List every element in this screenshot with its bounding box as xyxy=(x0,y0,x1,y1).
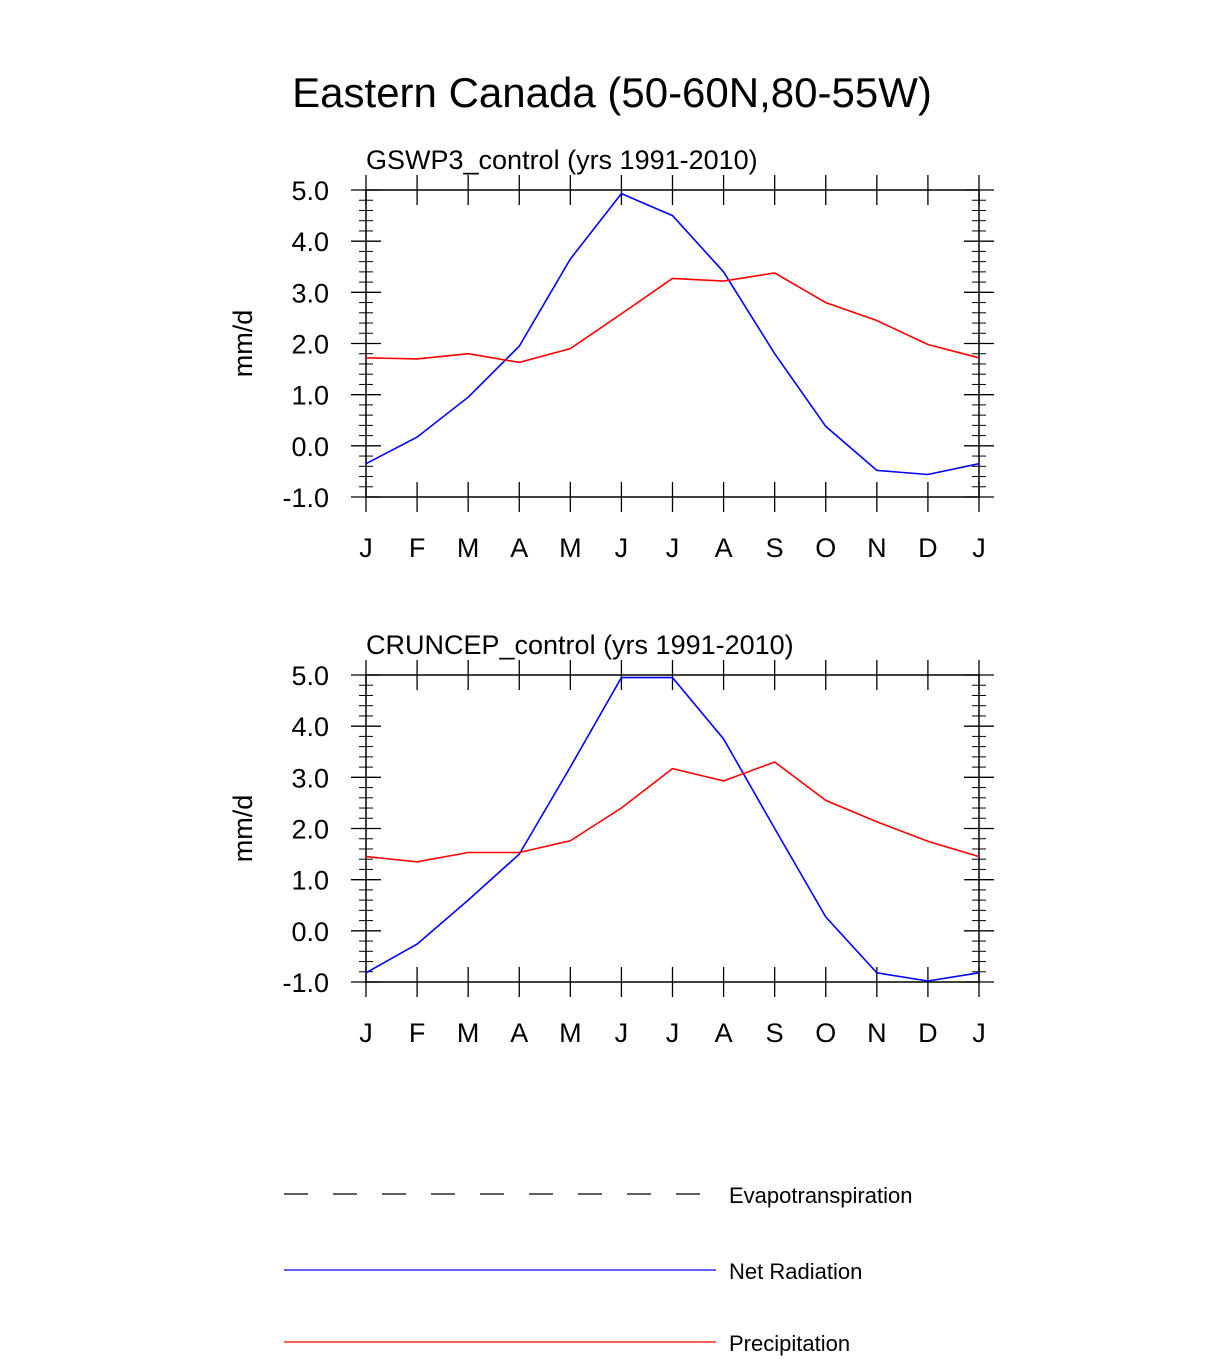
x-tick-label: J xyxy=(666,533,680,563)
y-tick-label: 4.0 xyxy=(291,712,329,742)
x-tick-label: F xyxy=(409,1018,426,1048)
x-tick-label: J xyxy=(359,533,373,563)
legend-label: Net Radiation xyxy=(729,1259,862,1284)
x-tick-label: A xyxy=(510,1018,528,1048)
x-tick-label: N xyxy=(867,533,887,563)
y-tick-label: 3.0 xyxy=(291,763,329,793)
y-tick-label: 5.0 xyxy=(291,661,329,691)
x-tick-label: J xyxy=(615,533,629,563)
x-tick-label: D xyxy=(918,1018,938,1048)
x-tick-label: M xyxy=(559,533,582,563)
chart-subtitle: CRUNCEP_control (yrs 1991-2010) xyxy=(366,630,794,660)
plot-frame xyxy=(365,674,980,983)
x-tick-label: S xyxy=(766,533,784,563)
y-axis-label: mm/d xyxy=(228,310,258,378)
y-tick-label: -1.0 xyxy=(282,483,329,513)
chart-panel-1: GSWP3_control (yrs 1991-2010) -1.0 0.0 1.0 2… xyxy=(228,145,994,563)
y-tick-label: 1.0 xyxy=(291,381,329,411)
x-tick-label: J xyxy=(666,1018,680,1048)
x-tick-label: J xyxy=(972,533,986,563)
legend: Evapotranspiration Net Radiation Precipita… xyxy=(284,1183,912,1356)
series-line-precipitation xyxy=(365,761,980,863)
chart-subtitle: GSWP3_control (yrs 1991-2010) xyxy=(366,145,758,175)
y-tick-label: 0.0 xyxy=(291,917,329,947)
x-tick-label: A xyxy=(510,533,528,563)
x-tick-label: M xyxy=(457,1018,480,1048)
x-tick-label: J xyxy=(972,1018,986,1048)
y-tick-label: -1.0 xyxy=(282,968,329,998)
x-tick-label: D xyxy=(918,533,938,563)
x-tick-label: A xyxy=(715,1018,733,1048)
y-tick-label: 3.0 xyxy=(291,278,329,308)
y-tick-label: 2.0 xyxy=(291,815,329,845)
x-tick-label: J xyxy=(359,1018,373,1048)
y-axis-label: mm/d xyxy=(228,795,258,863)
x-tick-label: F xyxy=(409,533,426,563)
y-tick-label: 2.0 xyxy=(291,330,329,360)
x-tick-label: O xyxy=(815,533,836,563)
legend-label: Evapotranspiration xyxy=(729,1183,912,1208)
x-tick-label: M xyxy=(559,1018,582,1048)
x-tick-label: A xyxy=(715,533,733,563)
x-tick-label: S xyxy=(766,1018,784,1048)
series-line-net-radiation xyxy=(365,676,980,982)
legend-item-evapotranspiration: Evapotranspiration xyxy=(284,1183,912,1208)
legend-label: Precipitation xyxy=(729,1331,850,1356)
y-axis: -1.0 0.0 1.0 2.0 3.0 4.0 5.0 xyxy=(282,661,994,998)
plot-frame xyxy=(365,189,980,498)
legend-item-precipitation: Precipitation xyxy=(284,1331,850,1356)
legend-item-net-radiation: Net Radiation xyxy=(284,1259,862,1284)
y-axis: -1.0 0.0 1.0 2.0 3.0 4.0 5.0 xyxy=(282,176,994,513)
chart-panel-2: CRUNCEP_control (yrs 1991-2010) -1.0 0.0 1.… xyxy=(228,630,994,1048)
y-tick-label: 1.0 xyxy=(291,866,329,896)
y-tick-label: 5.0 xyxy=(291,176,329,206)
y-tick-label: 0.0 xyxy=(291,432,329,462)
series-line-net-radiation xyxy=(365,192,980,476)
x-tick-label: N xyxy=(867,1018,887,1048)
x-tick-label: J xyxy=(615,1018,629,1048)
x-tick-label: M xyxy=(457,533,480,563)
x-tick-label: O xyxy=(815,1018,836,1048)
figure-title: Eastern Canada (50-60N,80-55W) xyxy=(292,69,932,116)
y-tick-label: 4.0 xyxy=(291,227,329,257)
series-line-precipitation xyxy=(365,272,980,364)
